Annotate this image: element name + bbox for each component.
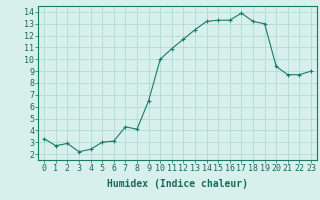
X-axis label: Humidex (Indice chaleur): Humidex (Indice chaleur) bbox=[107, 179, 248, 189]
